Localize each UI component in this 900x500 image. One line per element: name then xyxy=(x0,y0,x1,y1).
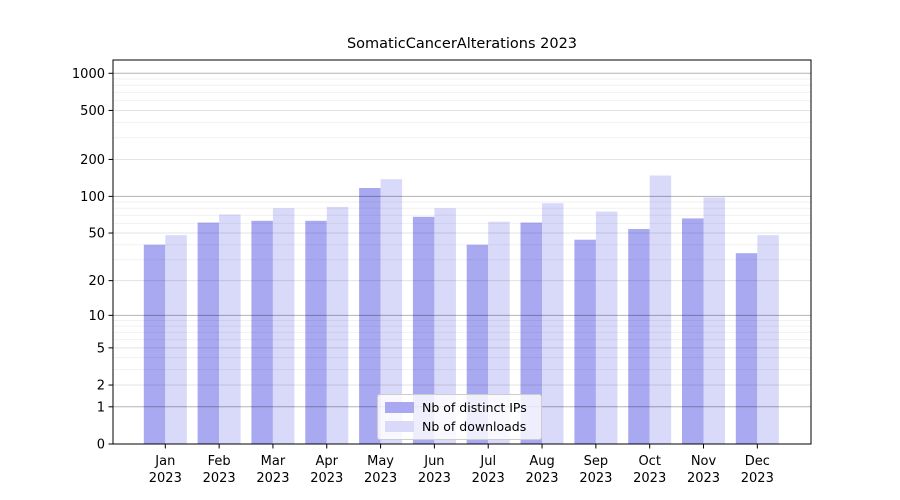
bar-downloads xyxy=(595,211,618,444)
y-tick-label: 5 xyxy=(97,341,105,356)
legend-swatch-downloads xyxy=(385,421,414,432)
legend: Nb of distinct IPs Nb of downloads xyxy=(377,394,542,440)
x-tick-label-year: 2023 xyxy=(741,471,774,486)
x-tick-label-month: Aug xyxy=(529,454,554,469)
x-tick-label-year: 2023 xyxy=(525,471,558,486)
x-tick-label-month: Jun xyxy=(423,454,444,469)
y-tick-label: 1 xyxy=(97,400,105,415)
bar-distinct-ips xyxy=(574,239,596,444)
legend-row-downloads: Nb of downloads xyxy=(385,419,534,434)
bar-downloads xyxy=(380,179,403,444)
bar-distinct-ips xyxy=(251,220,273,444)
x-tick-label-year: 2023 xyxy=(310,471,343,486)
x-tick-label-year: 2023 xyxy=(364,471,397,486)
y-tick-label: 10 xyxy=(88,309,105,324)
x-tick-label-month: Sep xyxy=(584,454,609,469)
x-tick-label-month: Feb xyxy=(208,454,231,469)
x-tick-label-year: 2023 xyxy=(579,471,612,486)
x-tick-label-year: 2023 xyxy=(472,471,505,486)
x-tick-label-year: 2023 xyxy=(418,471,451,486)
x-tick-label-year: 2023 xyxy=(256,471,289,486)
bar-downloads xyxy=(488,221,510,444)
bar-downloads xyxy=(219,214,241,444)
legend-row-distinct-ips: Nb of distinct IPs xyxy=(385,400,534,415)
y-tick-label: 0 xyxy=(97,438,105,453)
y-tick-label: 50 xyxy=(88,227,105,242)
bar-downloads xyxy=(165,235,187,444)
x-tick-label-year: 2023 xyxy=(633,471,666,486)
x-tick-label-month: Dec xyxy=(745,454,770,469)
legend-swatch-distinct-ips xyxy=(385,402,414,413)
x-tick-label-year: 2023 xyxy=(687,471,720,486)
y-tick-label: 100 xyxy=(80,190,105,205)
bar-distinct-ips xyxy=(412,216,435,444)
x-tick-label-year: 2023 xyxy=(149,471,182,486)
bar-distinct-ips xyxy=(682,218,704,444)
x-tick-label-month: Jul xyxy=(479,454,496,469)
bar-downloads xyxy=(757,235,779,444)
bar-distinct-ips xyxy=(143,244,166,444)
bar-distinct-ips xyxy=(305,220,327,444)
bar-downloads xyxy=(272,208,295,444)
legend-label-distinct-ips: Nb of distinct IPs xyxy=(422,400,527,415)
bar-downloads xyxy=(326,206,349,444)
y-tick-label: 200 xyxy=(80,153,105,168)
bar-distinct-ips xyxy=(520,222,542,444)
x-tick-label-month: Jan xyxy=(154,454,175,469)
bar-downloads xyxy=(703,197,725,444)
chart-title: SomaticCancerAlterations 2023 xyxy=(346,36,578,52)
bar-distinct-ips xyxy=(197,222,220,444)
bar-distinct-ips xyxy=(735,253,758,444)
x-tick-label-month: Oct xyxy=(638,454,660,469)
y-tick-label: 2 xyxy=(97,379,105,394)
axes-spines xyxy=(112,59,812,445)
x-tick-label-month: Apr xyxy=(316,454,339,469)
y-tick-label: 500 xyxy=(80,104,105,119)
x-tick-label-year: 2023 xyxy=(203,471,236,486)
y-tick-label: 1000 xyxy=(72,67,105,82)
x-tick-label-month: May xyxy=(367,454,394,469)
x-tick-label-month: Nov xyxy=(691,454,717,469)
x-tick-label-month: Mar xyxy=(261,454,286,469)
bar-downloads xyxy=(649,175,672,444)
bar-downloads xyxy=(542,203,564,444)
bar-distinct-ips xyxy=(628,229,650,444)
bar-distinct-ips xyxy=(359,188,381,444)
bar-downloads xyxy=(434,208,456,444)
y-tick-label: 20 xyxy=(88,274,105,289)
legend-label-downloads: Nb of downloads xyxy=(422,419,527,434)
